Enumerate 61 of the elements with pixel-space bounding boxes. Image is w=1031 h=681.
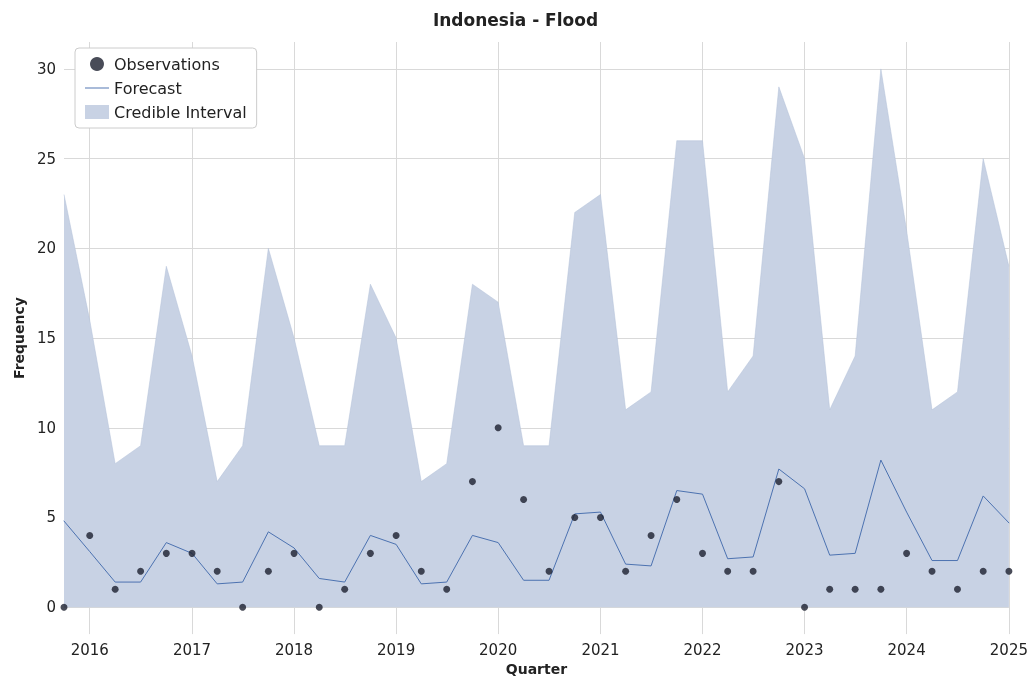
point [315,603,323,611]
point [392,531,400,539]
point [111,585,119,593]
x-tick-label: 2016 [70,640,109,659]
point [520,496,528,504]
y-tick-label: 15 [36,329,56,348]
point [468,478,476,486]
point [137,567,145,575]
point [417,567,425,575]
y-tick-label: 5 [46,508,56,527]
x-tick-label: 2022 [683,640,722,659]
point [673,496,681,504]
point [801,603,809,611]
point [188,549,196,557]
x-tick-label: 2017 [172,640,212,659]
point [264,567,272,575]
point [647,531,655,539]
point [545,567,553,575]
y-tick-label: 20 [36,239,56,258]
point [699,549,707,557]
point [877,585,885,593]
y-axis-title: Frequency [11,297,27,380]
point [596,513,604,521]
point [953,585,961,593]
x-tick-label: 2021 [581,640,620,659]
point [749,567,757,575]
legend-label: Observations [114,54,220,74]
point [341,585,349,593]
point [851,585,859,593]
point [571,513,579,521]
y-tick-label: 10 [36,418,56,437]
x-tick-label: 2018 [274,640,314,659]
point [443,585,451,593]
x-tick-label: 2019 [377,640,416,659]
chart-title: Indonesia - Flood [432,9,599,30]
x-tick-label: 2020 [479,640,518,659]
point [1005,567,1013,575]
point [213,567,221,575]
legend-label: Forecast [114,78,182,98]
x-axis-title: Quarter [505,661,568,677]
y-tick-label: 0 [46,598,56,617]
point [366,549,374,557]
point [826,585,834,593]
y-tick-label: 30 [36,59,56,78]
point [86,531,94,539]
point [162,549,170,557]
y-tick-label: 25 [36,149,56,168]
x-tick-label: 2023 [785,640,824,659]
x-tick-label: 2024 [887,640,926,659]
point [622,567,630,575]
point [775,478,783,486]
point [979,567,987,575]
x-tick-label: 2025 [989,640,1029,659]
legend-label: Credible Interval [114,102,247,122]
line-series [63,459,1010,585]
point [903,549,911,557]
point [494,424,502,432]
point [724,567,732,575]
point [928,567,936,575]
point [239,603,247,611]
point [290,549,298,557]
